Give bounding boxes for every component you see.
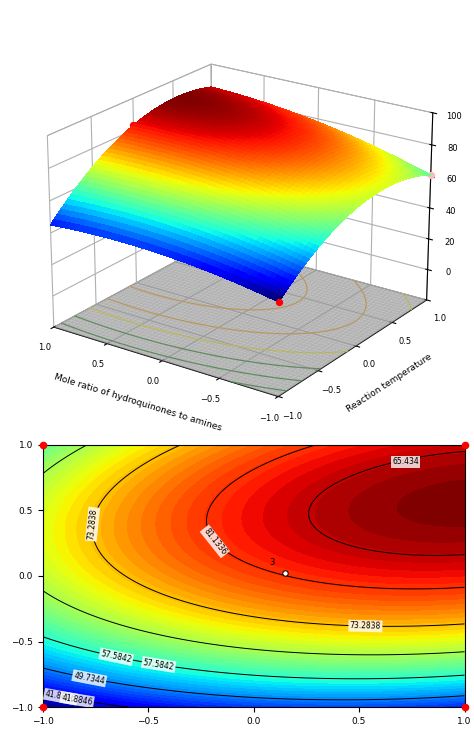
Point <box>282 567 289 579</box>
Text: 57.5842: 57.5842 <box>142 658 175 671</box>
Text: 3: 3 <box>269 558 274 566</box>
Point <box>39 701 46 713</box>
Text: 49.7344: 49.7344 <box>73 671 106 686</box>
Y-axis label: Reaction temperature: Reaction temperature <box>345 352 433 414</box>
Text: 73.2838: 73.2838 <box>350 621 381 631</box>
Point <box>461 439 468 451</box>
Point <box>39 439 46 451</box>
Point <box>461 701 468 713</box>
Text: 81.1336: 81.1336 <box>201 526 228 556</box>
X-axis label: Mole ratio of hydroquinones to amines: Mole ratio of hydroquinones to amines <box>54 373 223 433</box>
Text: 73.2838: 73.2838 <box>86 508 99 540</box>
Text: 41.8846: 41.8846 <box>61 693 93 706</box>
Text: 41.8846: 41.8846 <box>45 690 77 704</box>
Text: 57.5842: 57.5842 <box>100 649 132 664</box>
Text: 65.434: 65.434 <box>392 457 419 467</box>
